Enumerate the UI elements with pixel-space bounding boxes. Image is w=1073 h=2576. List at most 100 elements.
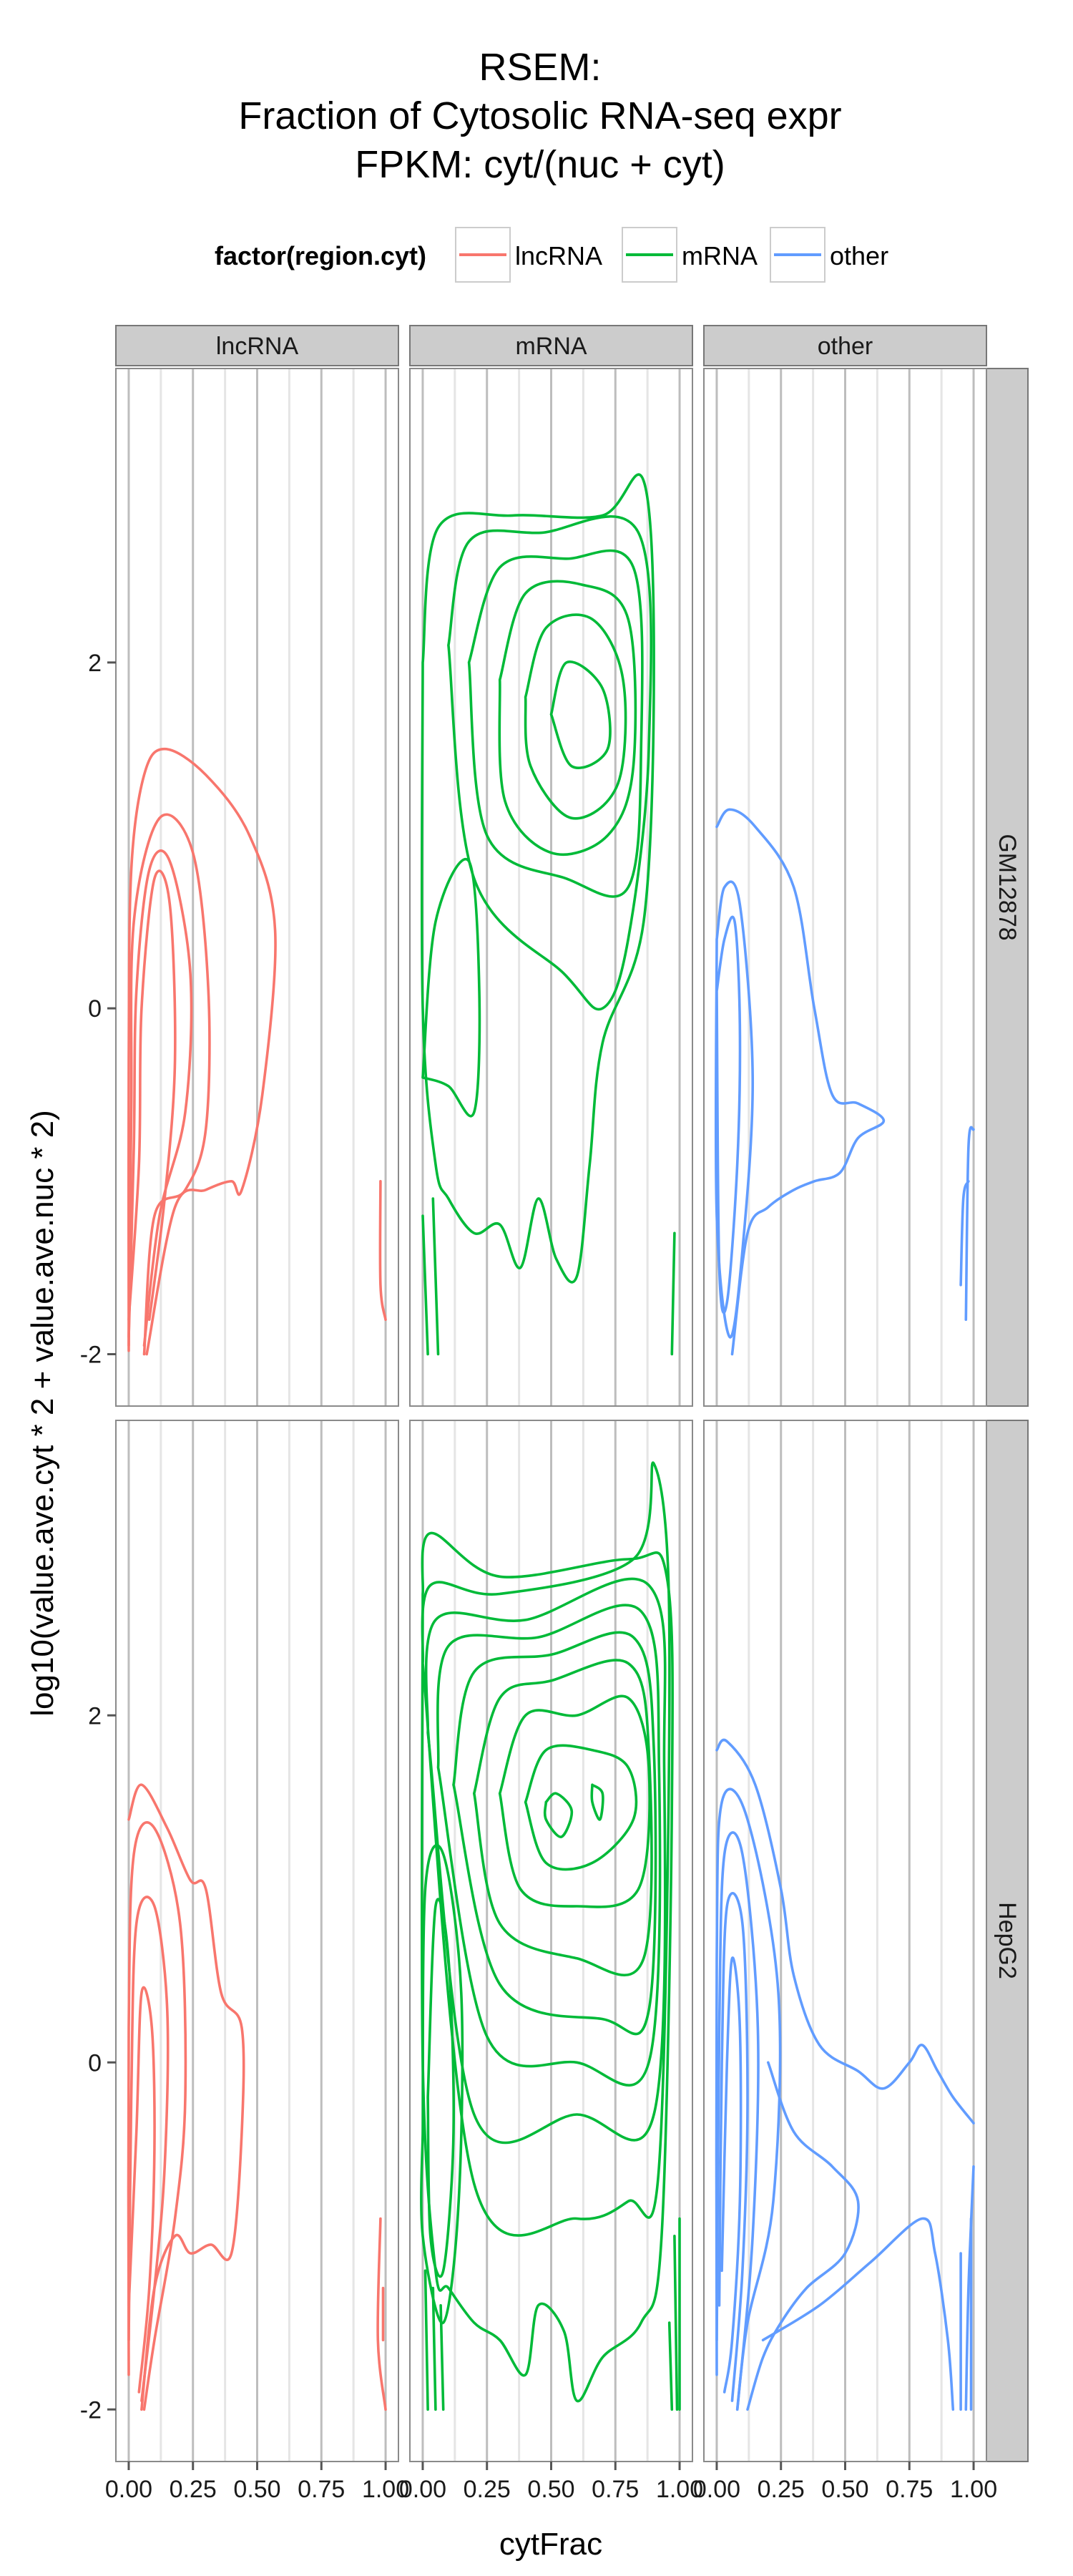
density-contour: [421, 1214, 429, 1356]
legend-label-lncrna: lncRNA: [515, 241, 602, 270]
panel-border: [409, 368, 693, 1407]
density-contour: [549, 660, 612, 769]
density-contour: [127, 1896, 170, 2402]
x-tick-label: 0.75: [886, 2476, 933, 2503]
y-tick-label: 0: [88, 2049, 102, 2077]
y-tick-label: -2: [80, 2396, 102, 2424]
x-axis: 0.00 0.25 0.50 0.75 1.000.00 0.25 0.50 0.75 1.00…: [105, 2462, 997, 2503]
x-tick-label: 0.00: [105, 2476, 152, 2503]
density-contour: [715, 808, 886, 1356]
strip-label-hepg2: HepG2: [994, 1902, 1021, 1979]
density-contour: [964, 1126, 975, 1321]
density-contour: [959, 1180, 970, 1287]
density-contour: [378, 1180, 387, 1321]
density-contour: [717, 1891, 749, 2402]
panel-gm12878-lncrna: [115, 368, 399, 1407]
density-contour: [964, 2165, 975, 2411]
density-contour: [420, 473, 655, 1284]
density-contour: [127, 1821, 187, 2411]
strip-label-lncrna: lncRNA: [216, 333, 299, 360]
panel-hepg2-mrna: [409, 1420, 693, 2462]
density-contour: [715, 1738, 975, 2124]
density-contour: [467, 549, 644, 898]
panel-gm12878-mrna: [409, 368, 693, 1407]
strip-col-other: [703, 325, 987, 366]
strip-col-lncrna: [115, 325, 399, 366]
density-contour: [127, 747, 277, 1356]
x-axis-title: cytFrac: [499, 2527, 602, 2562]
legend-label-other: other: [830, 241, 888, 270]
chart-title-line-2: Fraction of Cytosolic RNA-seq expr: [238, 94, 841, 137]
facet-column-strips: lncRNA mRNA other: [115, 325, 987, 366]
x-tick-label: 0.25: [758, 2476, 805, 2503]
strip-row-gm12878: [986, 368, 1029, 1407]
x-tick-label: 0.25: [170, 2476, 217, 2503]
x-tick-label: 0.00: [399, 2476, 446, 2503]
density-contour: [715, 1787, 782, 2411]
y-axis-title: log10(value.ave.cyt * 2 + value.ave.nuc …: [25, 1110, 60, 1717]
strip-col-mrna: [409, 325, 693, 366]
x-tick-label: 0.50: [527, 2476, 574, 2503]
density-contour: [127, 1986, 156, 2394]
density-contour: [420, 1844, 464, 2324]
density-contour: [431, 1197, 440, 1356]
density-contour: [424, 1577, 667, 2145]
y-axis: -2 0 2 -2 0 2: [80, 650, 116, 2424]
panel-gm12878-other: [703, 368, 987, 1407]
density-contour: [673, 2235, 679, 2411]
legend: factor(region.cyt) lncRNA mRNA other: [215, 227, 888, 283]
strip-label-other: other: [818, 333, 873, 360]
density-contour: [452, 1631, 657, 2036]
y-tick-label: 0: [88, 995, 102, 1023]
density-contour: [714, 880, 755, 1339]
panel-hepg2-lncrna: [115, 1420, 399, 2462]
density-contour: [761, 2217, 955, 2411]
x-tick-label: 0.75: [298, 2476, 345, 2503]
legend-title: factor(region.cyt): [215, 241, 426, 270]
x-tick-label: 0.00: [693, 2476, 740, 2503]
strip-label-mrna: mRNA: [515, 333, 587, 360]
x-tick-label: 0.50: [821, 2476, 868, 2503]
density-contour: [376, 2217, 387, 2411]
density-contour: [524, 1744, 638, 1871]
density-contour: [127, 813, 211, 1356]
density-contour: [447, 514, 653, 1011]
facet-row-strips: GM12878 HepG2: [986, 368, 1029, 2462]
density-contour: [590, 1783, 604, 1821]
facet-panels: [115, 368, 987, 2462]
x-tick-label: 1.00: [656, 2476, 703, 2503]
density-contour: [715, 1831, 760, 2411]
density-contour: [473, 1659, 653, 1976]
x-tick-label: 1.00: [950, 2476, 997, 2503]
density-contour: [439, 2304, 445, 2411]
density-contour: [670, 1231, 676, 1356]
density-contour: [543, 1792, 574, 1838]
strip-label-gm12878: GM12878: [994, 834, 1021, 940]
x-tick-label: 0.50: [233, 2476, 280, 2503]
density-contour: [431, 2286, 437, 2411]
density-contour: [498, 580, 637, 856]
density-contour: [524, 613, 627, 820]
density-contour: [127, 849, 193, 1347]
panel-border: [115, 368, 399, 1407]
y-tick-label: -2: [80, 1342, 102, 1369]
chart-title-line-3: FPKM: cyt/(nuc + cyt): [355, 143, 725, 186]
panel-hepg2-other: [703, 1420, 987, 2462]
x-tick-label: 0.25: [464, 2476, 511, 2503]
density-contour: [715, 915, 742, 1314]
x-tick-label: 1.00: [362, 2476, 409, 2503]
density-contour: [421, 1461, 671, 2237]
density-contour: [421, 858, 481, 1118]
density-contour: [127, 1783, 245, 2411]
density-contour: [423, 2269, 429, 2411]
chart-title-line-1: RSEM:: [479, 46, 601, 89]
density-contour: [667, 2321, 674, 2411]
panel-border: [703, 368, 987, 1407]
density-contour: [426, 1898, 456, 2278]
y-tick-label: 2: [88, 650, 102, 677]
density-contour: [436, 1604, 662, 2087]
density-contour: [720, 1956, 743, 2394]
y-tick-label: 2: [88, 1702, 102, 1729]
legend-label-mrna: mRNA: [682, 241, 758, 270]
